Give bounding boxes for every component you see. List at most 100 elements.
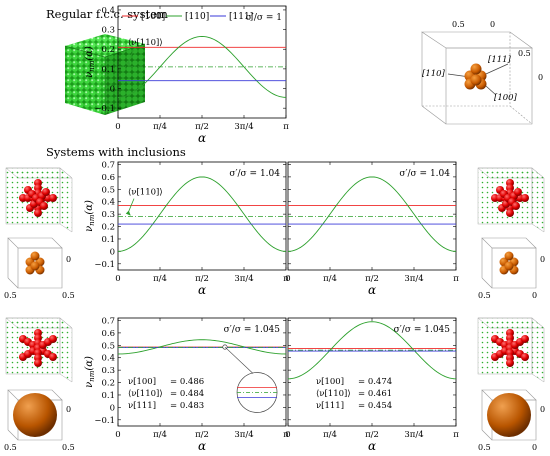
sphere-axis-label: 0.5 xyxy=(62,291,75,300)
y-tick-label: 0.1 xyxy=(101,235,115,245)
direction-111-label: [111] xyxy=(488,55,512,65)
charts-layer: 0 π/4 π/2 3π/4 π−0.100.10.20.30.4ανnm(α)σ′/σ… xyxy=(84,5,459,453)
y-tick-label: 0.2 xyxy=(101,223,115,233)
y-tick-label: 0 xyxy=(110,85,115,95)
y-tick-label: −0.1 xyxy=(94,104,115,114)
nu-value-label: ⟨ν[110]⟩ xyxy=(128,389,163,399)
red-particle xyxy=(49,335,57,343)
sigma-ratio-label: σ′/σ = 1.045 xyxy=(224,325,281,335)
inclusions-title: Systems with inclusions xyxy=(46,145,186,159)
sphere-axis-label: 0 xyxy=(532,443,537,452)
red-particle xyxy=(49,194,57,202)
y-tick-label: 0.5 xyxy=(101,185,115,195)
legend-label: [111] xyxy=(229,12,253,22)
y-tick-label: 0.4 xyxy=(101,354,115,364)
y-tick-label: 0.5 xyxy=(101,341,115,351)
x-tick-label: π/2 xyxy=(195,274,209,284)
x-axis-label: α xyxy=(198,131,206,145)
legend-label: [100] xyxy=(141,12,165,22)
sphere-axis-label: 0.5 xyxy=(4,291,17,300)
sphere-axis-label: 0 xyxy=(66,255,71,264)
cube-tick-label: 0 xyxy=(538,73,543,82)
red-particle xyxy=(34,209,42,217)
y-axis-label: νnm(α) xyxy=(84,356,96,388)
direction-110-label: [110] xyxy=(422,69,446,79)
inclusion-structure-image xyxy=(5,167,545,383)
nu-value-label: ν[111] xyxy=(316,401,344,411)
y-tick-label: −0.1 xyxy=(94,260,115,270)
cube-tick-label: 0 xyxy=(490,20,495,29)
cube-tick-label: 0.5 xyxy=(518,49,531,58)
x-tick-label: π xyxy=(283,122,289,132)
x-tick-label: 3π/4 xyxy=(404,274,423,284)
nu-value-label: ν[100] xyxy=(128,377,156,387)
x-axis-label: α xyxy=(198,283,206,297)
y-tick-label: 0.1 xyxy=(101,391,115,401)
series-line-110 xyxy=(287,321,457,380)
y-tick-label: 0.6 xyxy=(101,173,115,183)
y-tick-label: 0.4 xyxy=(101,198,115,208)
sphere-axis-label: 0.5 xyxy=(478,291,491,300)
sphere-axis-label: 0 xyxy=(540,405,545,414)
x-tick-label: π/2 xyxy=(195,122,209,132)
sigma-ratio-label: σ′/σ = 1.04 xyxy=(229,169,280,179)
chart-mid-right: 0 π/4 π/2 3π/4 π α σ′/σ = 1.04 xyxy=(285,161,459,297)
x-tick-label: 3π/4 xyxy=(234,274,253,284)
red-particle xyxy=(34,359,42,367)
x-tick-label: π/4 xyxy=(153,430,167,440)
sphere-axis-label: 0.5 xyxy=(478,443,491,452)
y-tick-label: −0.1 xyxy=(94,416,115,426)
nu-value: = 0.474 xyxy=(358,377,392,387)
series-line-110 xyxy=(117,339,287,355)
x-tick-label: π/4 xyxy=(323,430,337,440)
red-particle xyxy=(512,202,520,210)
nu-value: = 0.461 xyxy=(358,389,392,399)
sphere-axis-label: 0 xyxy=(540,255,545,264)
nu-value: = 0.483 xyxy=(170,401,204,411)
y-tick-label: 0.3 xyxy=(101,366,115,376)
x-tick-label: 0 xyxy=(115,122,120,132)
zoom-connector xyxy=(224,346,254,374)
sigma-ratio-label: σ′/σ = 1.045 xyxy=(394,325,451,335)
nu-value-label: ⟨ν[110]⟩ xyxy=(316,389,351,399)
series-line-110 xyxy=(117,36,287,98)
y-tick-label: 0 xyxy=(110,403,115,413)
x-tick-label: 0 xyxy=(285,274,290,284)
red-particle xyxy=(521,194,529,202)
legend-label: [110] xyxy=(185,12,209,22)
y-tick-label: 0.2 xyxy=(101,379,115,389)
series-line-110 xyxy=(117,176,287,252)
cube-tick-label: 0.5 xyxy=(452,20,465,29)
x-tick-label: π/4 xyxy=(153,274,167,284)
x-tick-label: π xyxy=(453,430,459,440)
x-tick-label: 3π/4 xyxy=(404,430,423,440)
sphere-axis-label: 0.5 xyxy=(62,443,75,452)
x-tick-label: π xyxy=(283,274,289,284)
x-tick-label: π/2 xyxy=(365,274,379,284)
x-tick-label: 0 xyxy=(115,430,120,440)
sigma-ratio-label: σ′/σ = 1 xyxy=(246,13,282,23)
red-particle xyxy=(521,335,529,343)
sphere-axis-label: 0 xyxy=(66,405,71,414)
x-tick-label: π xyxy=(453,274,459,284)
red-particle xyxy=(40,202,48,210)
x-axis-label: α xyxy=(368,439,376,453)
x-tick-label: π xyxy=(283,430,289,440)
nu-value: = 0.454 xyxy=(358,401,392,411)
regular-system-title: Regular f.c.c. system xyxy=(46,7,168,21)
x-tick-label: 3π/4 xyxy=(234,122,253,132)
nu-value-label: ν[111] xyxy=(128,401,156,411)
x-tick-label: π/4 xyxy=(323,274,337,284)
y-tick-label: 0.2 xyxy=(101,45,115,55)
y-tick-label: 0.7 xyxy=(101,316,115,326)
chart-bottom-right: 0 π/4 π/2 3π/4 π α σ′/σ = 1.045 ν[100] = 0.474 ⟨ν… xyxy=(285,317,459,453)
x-axis-label: α xyxy=(198,439,206,453)
x-tick-label: 0 xyxy=(115,274,120,284)
x-tick-label: π/2 xyxy=(365,430,379,440)
y-tick-label: 0 xyxy=(110,247,115,257)
y-tick-label: 0.4 xyxy=(101,6,115,16)
sigma-ratio-label: σ′/σ = 1.04 xyxy=(399,169,450,179)
annotation-arrowhead xyxy=(125,60,131,66)
